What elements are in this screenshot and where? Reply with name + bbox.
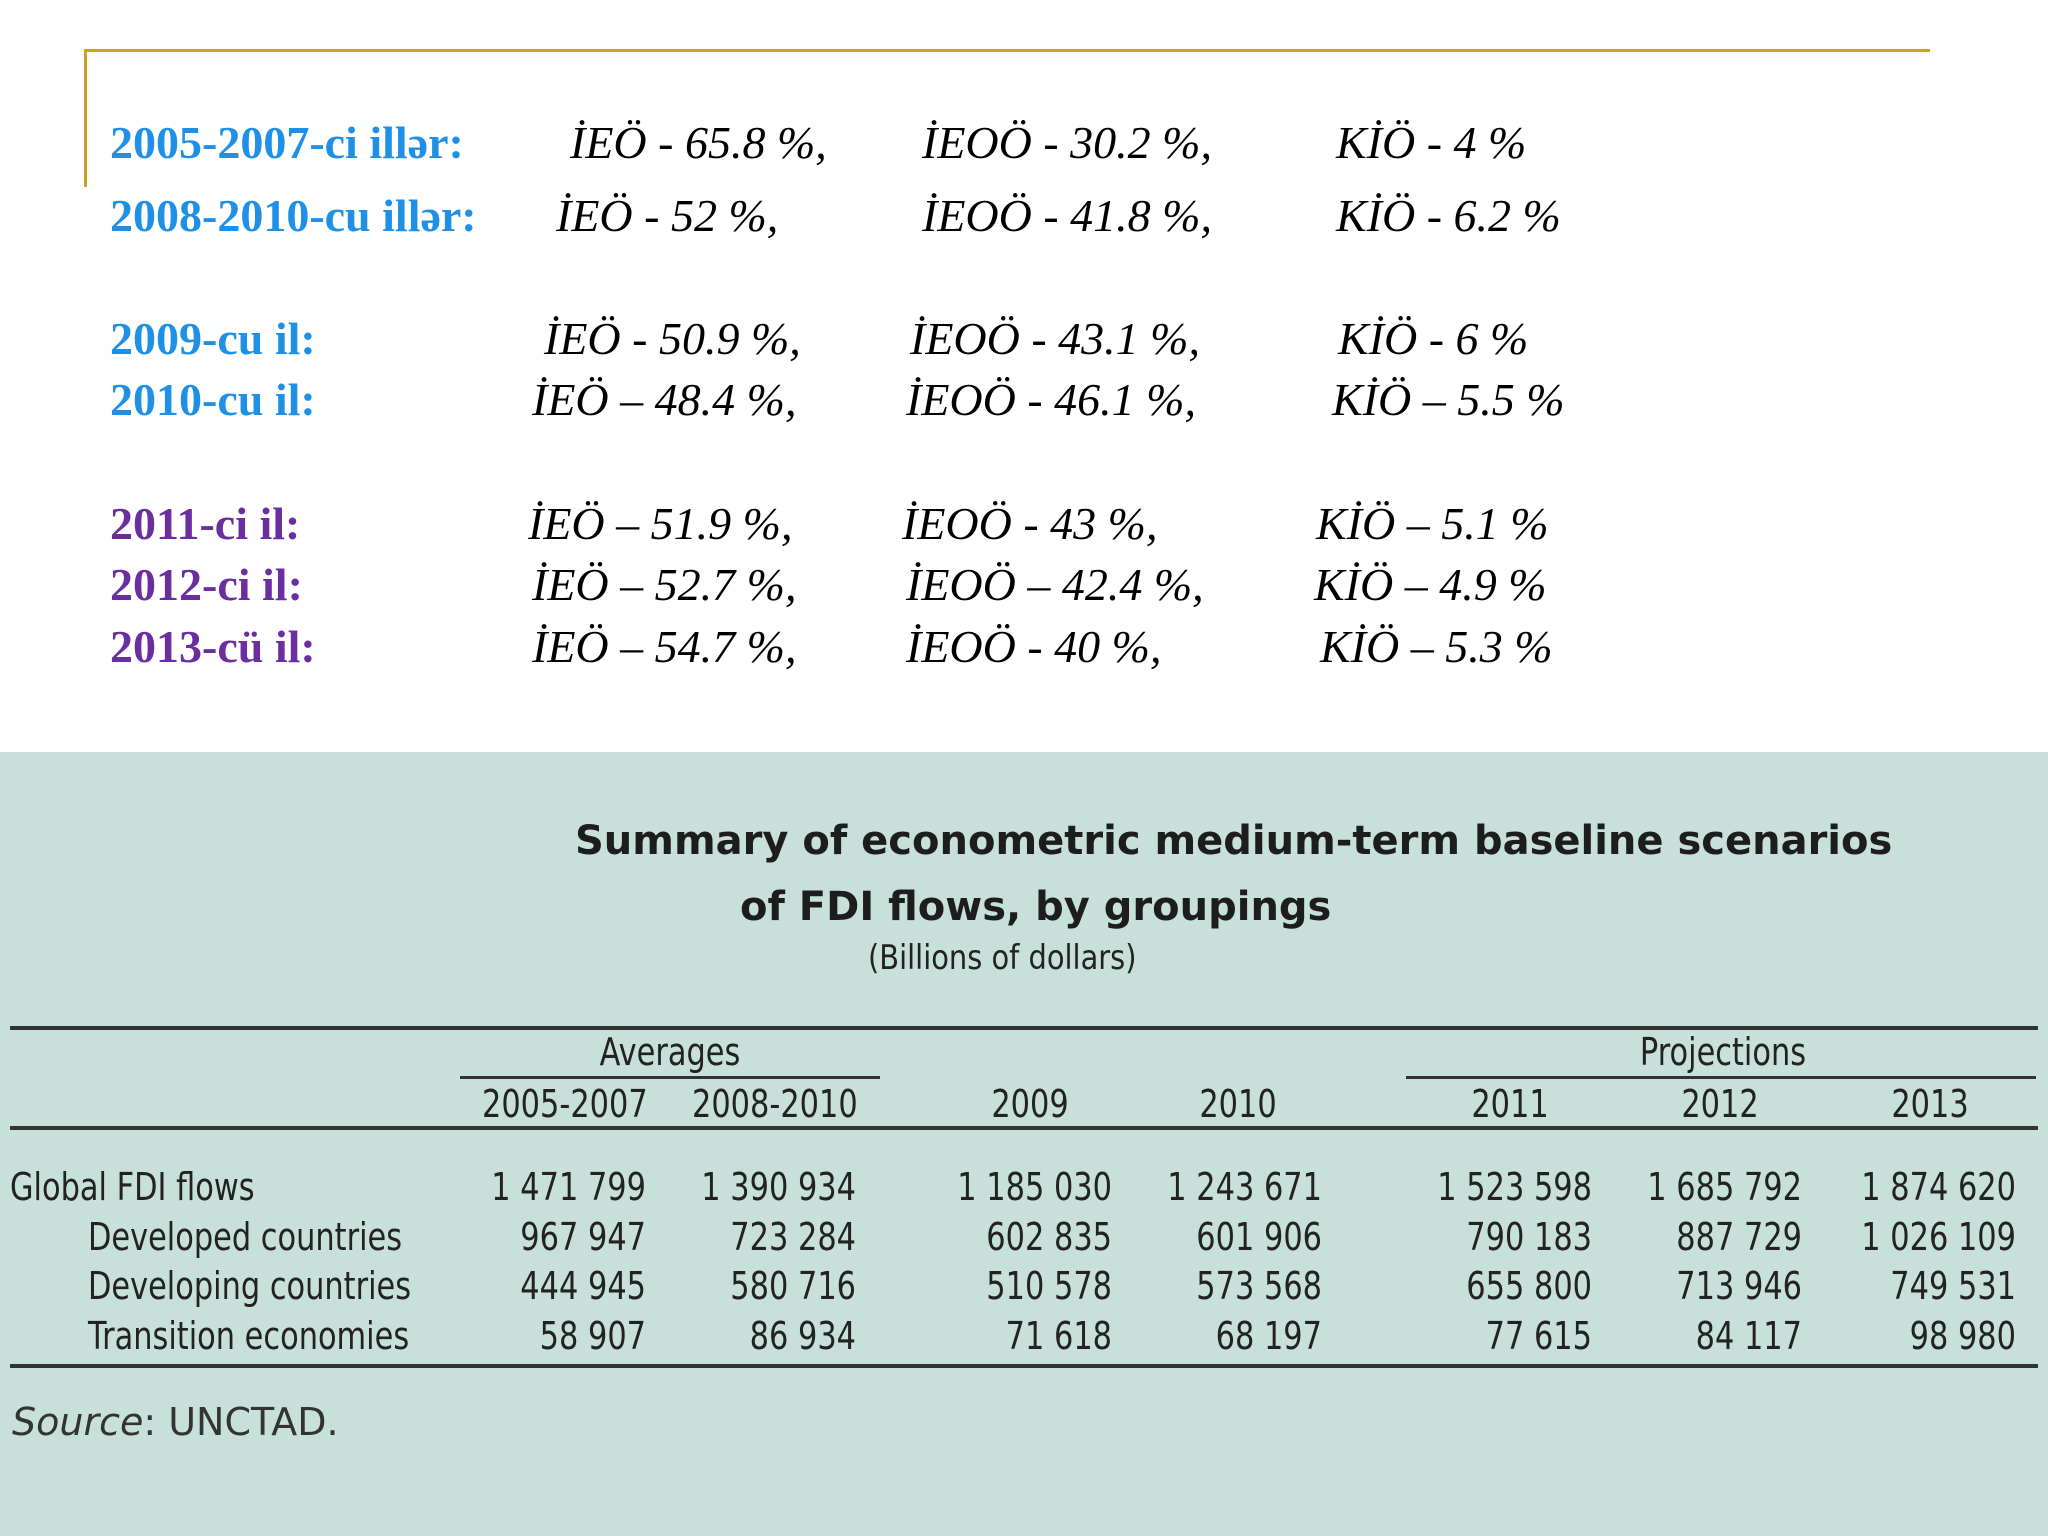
table-cell: 790 183 <box>1466 1215 1592 1259</box>
summary-kio-value: KİÖ – 5.5 % <box>1332 374 1565 425</box>
table-cell: 887 729 <box>1676 1215 1802 1259</box>
summary-ieo-value: İEÖ - 50.9 %, <box>544 313 801 364</box>
table-cell: 510 578 <box>986 1264 1112 1308</box>
summary-kio-value: KİÖ – 5.1 % <box>1316 498 1549 549</box>
column-header: 2008-2010 <box>692 1082 858 1126</box>
averages-rule <box>460 1076 880 1079</box>
table-subtitle: (Billions of dollars) <box>868 938 1137 978</box>
table-cell: 1 026 109 <box>1861 1215 2016 1259</box>
projections-rule <box>1406 1076 2036 1079</box>
table-cell: 1 874 620 <box>1861 1165 2016 1209</box>
summary-ieo-value: İEÖ – 51.9 %, <box>528 498 793 549</box>
table-cell: 444 945 <box>520 1264 646 1308</box>
group-header-projections: Projections <box>1639 1030 1807 1074</box>
summary-ieo-value: İEÖ – 48.4 %, <box>532 374 797 425</box>
fdi-table-panel <box>0 752 2048 1536</box>
summary-ieoo-value: İEOÖ - 30.2 %, <box>922 117 1212 168</box>
decorative-top-rule <box>84 49 1930 52</box>
summary-ieo-value: İEÖ - 52 %, <box>556 190 779 241</box>
table-cell: 1 523 598 <box>1437 1165 1592 1209</box>
table-cell: 77 615 <box>1485 1314 1592 1358</box>
summary-ieoo-value: İEOÖ - 43 %, <box>902 498 1158 549</box>
column-header: 2009 <box>991 1082 1069 1126</box>
summary-ieoo-value: İEOÖ - 43.1 %, <box>910 313 1200 364</box>
source-label: Source <box>12 1400 144 1444</box>
summary-period-label: 2011-ci il: <box>110 498 301 549</box>
table-cell: 58 907 <box>539 1314 646 1358</box>
summary-period-label: 2013-cü il: <box>110 621 316 672</box>
table-cell: 580 716 <box>730 1264 856 1308</box>
column-header: 2013 <box>1891 1082 1969 1126</box>
table-top-rule <box>10 1026 2038 1030</box>
row-label: Global FDI flows <box>10 1165 255 1209</box>
summary-kio-value: KİÖ - 6 % <box>1338 313 1529 364</box>
table-cell: 723 284 <box>730 1215 856 1259</box>
table-cell: 68 197 <box>1215 1314 1322 1358</box>
summary-period-label: 2008-2010-cu illər: <box>110 190 477 241</box>
summary-period-label: 2010-cu il: <box>110 374 316 425</box>
summary-period-label: 2009-cu il: <box>110 313 316 364</box>
summary-ieo-value: İEÖ – 52.7 %, <box>532 559 797 610</box>
table-cell: 967 947 <box>520 1215 646 1259</box>
group-header-averages: Averages <box>599 1030 741 1074</box>
table-cell: 601 906 <box>1196 1215 1322 1259</box>
table-cell: 1 243 671 <box>1167 1165 1322 1209</box>
table-cell: 655 800 <box>1466 1264 1592 1308</box>
summary-ieo-value: İEÖ – 54.7 %, <box>532 621 797 672</box>
source-note: Source: UNCTAD. <box>12 1400 339 1444</box>
table-cell: 84 117 <box>1695 1314 1802 1358</box>
table-cell: 1 685 792 <box>1647 1165 1802 1209</box>
column-header: 2005-2007 <box>482 1082 648 1126</box>
decorative-left-rule <box>84 49 87 187</box>
summary-period-label: 2012-ci il: <box>110 559 303 610</box>
summary-kio-value: KİÖ - 6.2 % <box>1336 190 1561 241</box>
table-cell: 602 835 <box>986 1215 1112 1259</box>
column-header: 2012 <box>1681 1082 1759 1126</box>
summary-kio-value: KİÖ – 5.3 % <box>1320 621 1553 672</box>
summary-kio-value: KİÖ - 4 % <box>1336 117 1527 168</box>
row-label: Transition economies <box>88 1314 410 1358</box>
summary-ieoo-value: İEOÖ – 42.4 %, <box>906 559 1204 610</box>
column-header: 2010 <box>1199 1082 1277 1126</box>
summary-period-label: 2005-2007-ci illər: <box>110 117 464 168</box>
table-cell: 573 568 <box>1196 1264 1322 1308</box>
table-cell: 1 471 799 <box>491 1165 646 1209</box>
table-cell: 98 980 <box>1909 1314 2016 1358</box>
row-label: Developed countries <box>88 1215 403 1259</box>
column-header: 2011 <box>1471 1082 1549 1126</box>
header-bottom-rule <box>10 1126 2038 1130</box>
summary-ieoo-value: İEOÖ - 46.1 %, <box>906 374 1196 425</box>
table-cell: 1 185 030 <box>957 1165 1112 1209</box>
table-cell: 71 618 <box>1005 1314 1112 1358</box>
table-cell: 1 390 934 <box>701 1165 856 1209</box>
table-title-line1: Summary of econometric medium-term basel… <box>575 818 1893 864</box>
table-bottom-rule <box>10 1364 2038 1368</box>
summary-kio-value: KİÖ – 4.9 % <box>1314 559 1547 610</box>
summary-ieo-value: İEÖ - 65.8 %, <box>570 117 827 168</box>
table-cell: 749 531 <box>1890 1264 2016 1308</box>
source-text: : UNCTAD. <box>143 1400 339 1444</box>
summary-ieoo-value: İEOÖ - 41.8 %, <box>922 190 1212 241</box>
table-cell: 713 946 <box>1676 1264 1802 1308</box>
row-label: Developing countries <box>88 1264 412 1308</box>
summary-ieoo-value: İEOÖ - 40 %, <box>906 621 1162 672</box>
table-cell: 86 934 <box>749 1314 856 1358</box>
table-title-line2: of FDI flows, by groupings <box>740 884 1332 930</box>
